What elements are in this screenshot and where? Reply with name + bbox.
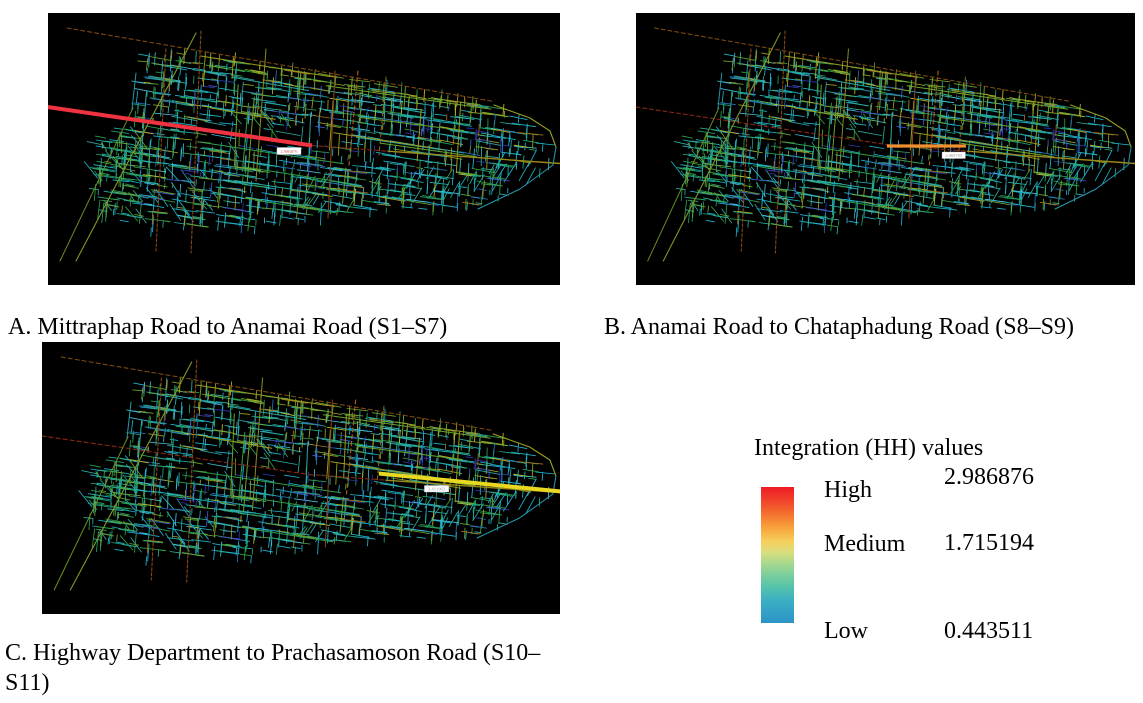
svg-text:2.069785: 2.069785: [945, 153, 962, 158]
svg-text:2.986876: 2.986876: [280, 149, 298, 154]
svg-text:2.411963: 2.411963: [428, 486, 446, 491]
